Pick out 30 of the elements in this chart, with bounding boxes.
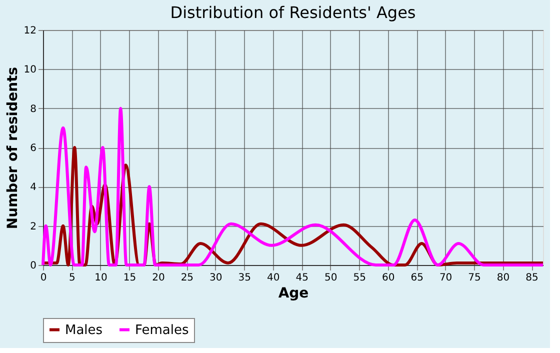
chart-title: Distribution of Residents' Ages — [170, 3, 416, 22]
x-tick-label: 20 — [152, 272, 165, 284]
y-tick-label: 6 — [30, 143, 36, 154]
x-tick-label: 5 — [69, 272, 76, 284]
x-tick-label: 80 — [496, 272, 510, 284]
x-tick-label: 55 — [353, 272, 366, 284]
x-tick-label: 15 — [123, 272, 136, 284]
y-tick-label: 4 — [30, 182, 36, 194]
x-tick-label: 40 — [267, 272, 280, 284]
x-tick-label: 85 — [526, 272, 538, 284]
x-tick-label: 60 — [382, 272, 395, 284]
x-axis-title: Age — [278, 286, 309, 302]
x-tick-label: 25 — [180, 272, 194, 284]
x-tick-label: 35 — [238, 272, 252, 284]
y-tick-label: 10 — [24, 64, 36, 76]
legend-label: Females — [135, 322, 190, 338]
x-tick-label: 50 — [324, 272, 338, 284]
y-axis-title: Number of residents — [4, 66, 21, 230]
legend-label: Males — [65, 322, 103, 338]
x-tick-label: 30 — [210, 272, 222, 284]
x-tick-label: 70 — [439, 272, 452, 284]
x-tick-label: 45 — [296, 272, 308, 284]
x-tick-label: 0 — [40, 272, 47, 284]
x-tick-label: 75 — [468, 272, 481, 284]
x-tick-label: 10 — [94, 272, 108, 284]
y-tick-label: 2 — [30, 221, 36, 232]
y-tick-label: 0 — [30, 260, 36, 272]
y-tick-label: 8 — [30, 104, 36, 115]
y-tick-label: 12 — [24, 26, 36, 36]
x-tick-label: 65 — [410, 272, 424, 284]
